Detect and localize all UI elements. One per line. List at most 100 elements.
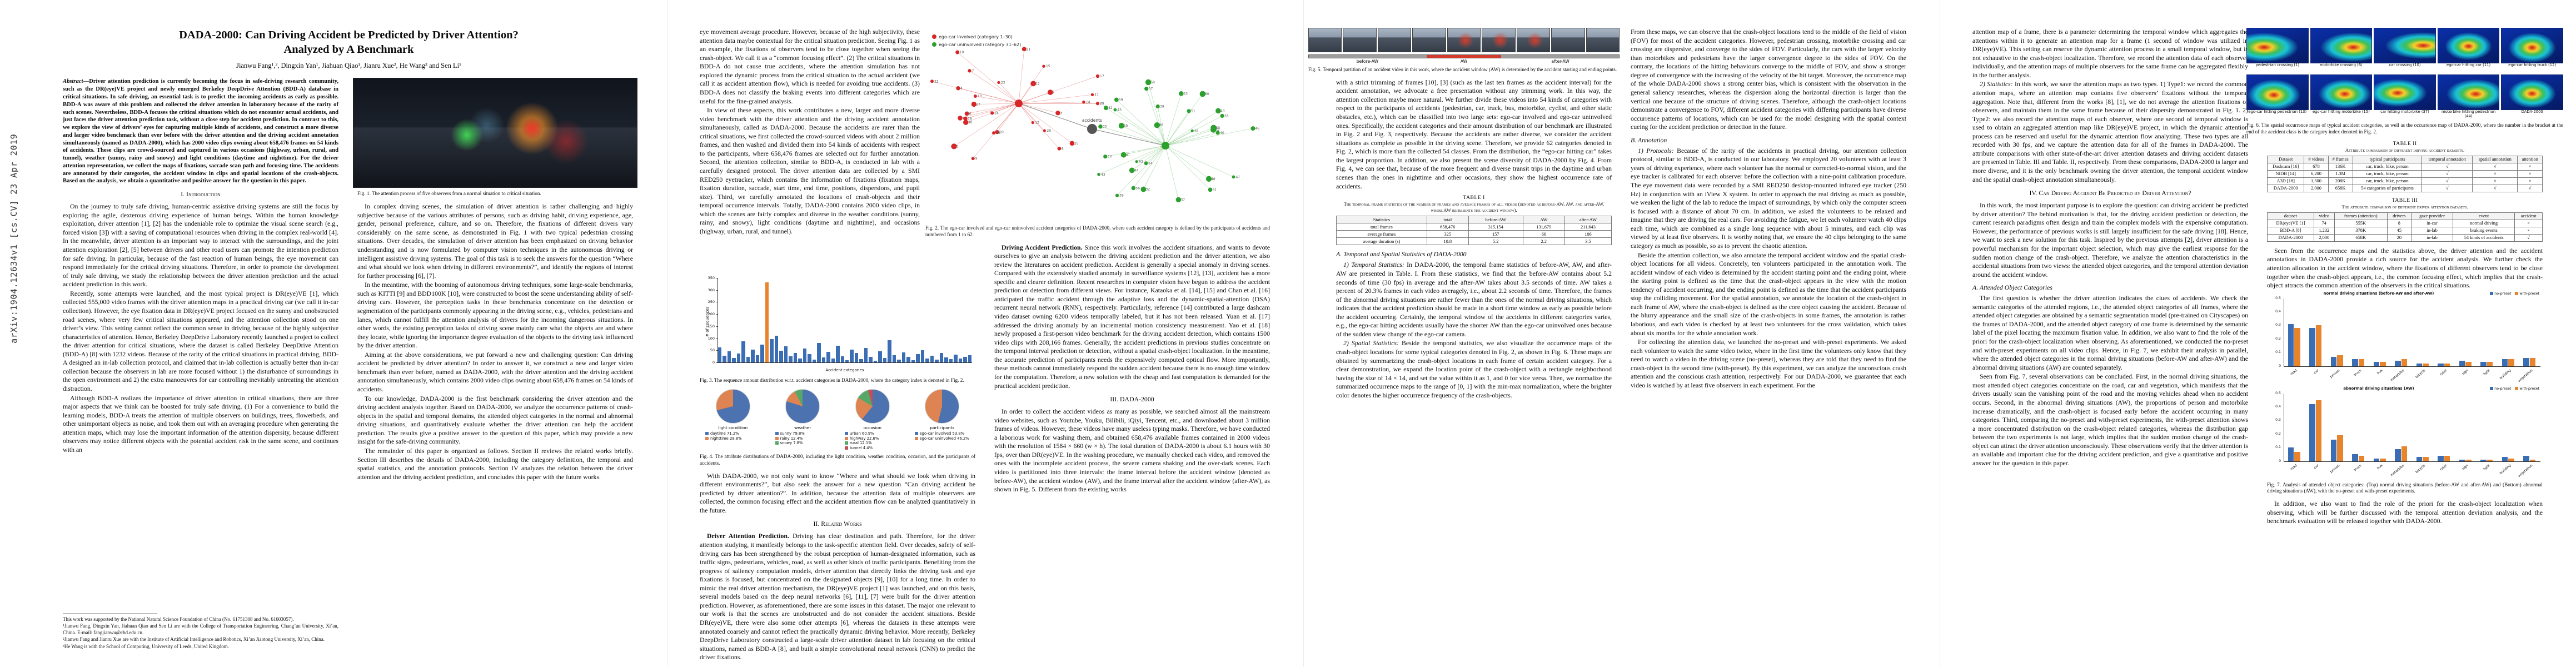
bar xyxy=(784,346,788,362)
graph-node-label: 9 xyxy=(975,157,978,161)
x-tick-label: motorbike xyxy=(2389,463,2405,477)
graph-edge xyxy=(1143,145,1166,190)
chart-title: abnormal driving situations (AW) xyxy=(2343,386,2414,391)
table-cell: 45 xyxy=(2386,226,2411,235)
graph-node-label: 48 xyxy=(1211,177,1215,181)
table-cell: × xyxy=(2517,170,2543,178)
graph-node-label: 37 xyxy=(1180,198,1185,202)
video-frame xyxy=(1377,28,1412,52)
run-in-heading: 2) Statistics: xyxy=(1980,80,2013,88)
table-header-cell: event xyxy=(2453,212,2515,220)
graph-node-label: 27 xyxy=(976,103,980,107)
occurrence-heatmap xyxy=(2310,74,2373,110)
graph-edge xyxy=(954,103,1019,147)
pie-cell: occasion urban 60.9% highway 22.6% rural 12… xyxy=(839,389,906,451)
y-tick-label: 0 xyxy=(2279,459,2281,463)
graph-node xyxy=(1187,109,1191,113)
x-tick-label: person xyxy=(2329,463,2341,474)
paper-title-line1: DADA-2000: Can Driving Accident be Predi… xyxy=(179,29,519,41)
bar xyxy=(2529,358,2536,366)
x-tick-label: bicycle xyxy=(2415,368,2426,379)
graph-node xyxy=(1082,100,1085,104)
bar xyxy=(836,345,840,362)
x-tick-label: truck xyxy=(2353,368,2363,377)
arxiv-margin-strip: arXiv:1904.12634v1 [cs.CV] 23 Apr 2019 xyxy=(0,0,31,667)
graph-edge xyxy=(1165,128,1253,146)
graph-node-label: 39 xyxy=(1160,105,1164,109)
graph-node xyxy=(1103,155,1108,159)
graph-edge xyxy=(1018,102,1084,104)
graph-node-label: 36 xyxy=(1159,123,1164,127)
table-cell: in-lab xyxy=(2410,233,2454,242)
table-header-cell: attention xyxy=(2517,155,2543,163)
bar xyxy=(2416,457,2423,461)
table-header-row: Dataset # videos # frames typical participa… xyxy=(2266,155,2543,163)
table-1: Statistics total before-AW AW after-AW total … xyxy=(1336,216,1612,246)
x-axis-label: Accident categories xyxy=(825,368,864,372)
footnote-support: This work was supported by the National … xyxy=(63,616,294,622)
table-row: average frames 325 157 66 106 xyxy=(1336,230,1612,238)
graph-node-label: 24 xyxy=(994,111,999,115)
graph-node xyxy=(1175,197,1182,202)
graph-node xyxy=(1120,152,1127,158)
graph-node xyxy=(1057,146,1062,151)
pie-legend-swatch xyxy=(845,446,848,450)
bar xyxy=(901,352,906,362)
graph-edge xyxy=(1165,145,1179,200)
occurrence-map-tile: DADA-2000 xyxy=(2501,74,2563,120)
graph-node xyxy=(1144,86,1149,91)
bar xyxy=(2358,455,2365,461)
bar xyxy=(718,347,722,362)
table-cell: × xyxy=(2514,226,2543,235)
graph-node-label: 23 xyxy=(1001,81,1005,84)
graph-edge xyxy=(965,103,1019,123)
table-cell: 8 xyxy=(2386,219,2411,227)
graph-edge xyxy=(957,52,1019,104)
x-tick-label: building xyxy=(2499,463,2512,475)
legend-swatch xyxy=(2490,387,2494,391)
bar xyxy=(2423,363,2429,366)
pie-legend-swatch xyxy=(775,431,779,435)
timeline-segment xyxy=(1501,55,1619,58)
x-tick-label: rider xyxy=(2439,368,2448,377)
pie-legend-item: ego-car uninvolved 46.2% xyxy=(914,436,976,441)
table-cell: × xyxy=(2472,170,2518,178)
timeline-segment xyxy=(1427,55,1501,58)
bar xyxy=(892,355,896,362)
graph-node-label: 47 xyxy=(1235,175,1240,179)
bar xyxy=(826,351,830,362)
graph-node xyxy=(1095,74,1100,78)
graph-node xyxy=(1215,108,1221,114)
graph-node-label: 2 xyxy=(1053,91,1055,94)
subsection-heading-annotation: B. Annotation xyxy=(1631,136,1667,144)
bar xyxy=(821,357,826,362)
graph-node xyxy=(992,131,996,135)
bar xyxy=(2438,363,2444,366)
pie-legend-swatch xyxy=(914,431,918,435)
bar xyxy=(2459,360,2465,366)
legend-item: no-preset xyxy=(2490,292,2511,296)
table-cell: √ xyxy=(2421,162,2473,171)
legend-swatch xyxy=(2490,292,2494,296)
graph-node-label: 50 xyxy=(1216,126,1220,130)
bar xyxy=(2373,362,2380,366)
table-cell: 131,679 xyxy=(1522,223,1565,231)
paragraph-text: In this work, we save the attention maps… xyxy=(1972,80,2248,183)
table-cell: DADA-2000 xyxy=(2266,184,2305,192)
graph-edge xyxy=(1018,103,1093,130)
paragraph-text: Driving has clear destination and path. … xyxy=(700,532,975,661)
occurrence-heatmap xyxy=(2374,74,2436,110)
figure-2-caption: Fig. 2. The ego-car involved and ego-car… xyxy=(925,225,1270,237)
pie-legend-item: ego-car involved 53.8% xyxy=(914,431,976,436)
graph-node-label: 25 xyxy=(1074,142,1079,146)
table-cell: 2,000 xyxy=(2313,233,2335,242)
graph-node xyxy=(1210,127,1217,133)
occurrence-map-label: ego-car hitting pedestrian (13) xyxy=(2248,110,2307,114)
table-cell: car, truck, bike, person xyxy=(2352,162,2423,171)
table-cell: average duration (s) xyxy=(1336,237,1427,246)
bar xyxy=(2438,455,2444,461)
graph-node xyxy=(1190,129,1194,132)
graph-node-label: 3 xyxy=(1060,111,1062,115)
graph-node xyxy=(1145,79,1152,86)
table-cell: 66 xyxy=(1522,230,1565,238)
